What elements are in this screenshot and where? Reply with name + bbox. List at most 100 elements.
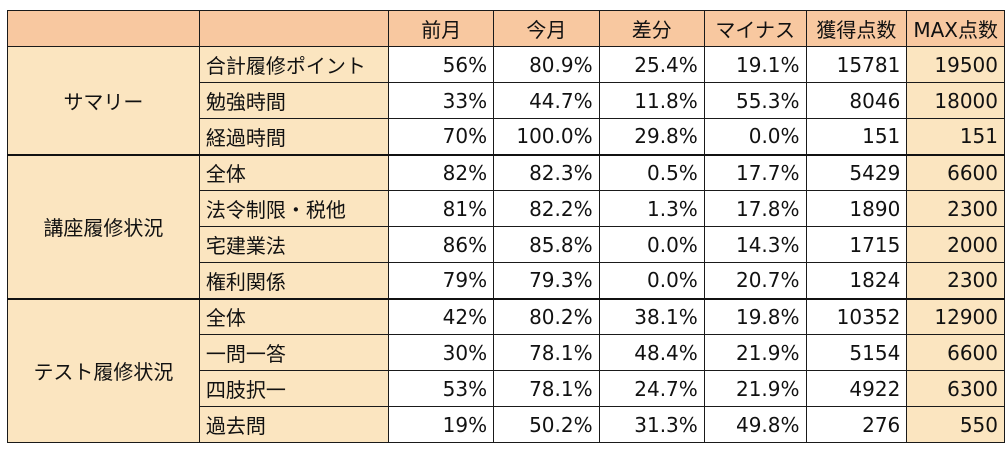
header-cell-earned: 獲得点数 (805, 10, 908, 47)
row-label: 法令制限・税他 (198, 190, 390, 227)
table-row: 過去問 19% 50.2% 31.3% 49.8% 276 550 (8, 406, 1005, 443)
cell-minus: 17.7% (703, 153, 807, 191)
cell-prev: 33% (388, 82, 495, 119)
cell-max: 6300 (906, 370, 1005, 407)
cell-earned: 10352 (805, 297, 908, 335)
cell-minus: 17.8% (703, 190, 807, 227)
table-row: 権利関係 79% 79.3% 0.0% 20.7% 1824 2300 (8, 262, 1005, 299)
header-cell-item (198, 10, 390, 47)
cell-curr: 78.1% (493, 370, 600, 407)
cell-diff: 24.7% (598, 370, 705, 407)
row-label: 四肢択一 (198, 370, 390, 407)
cell-diff: 25.4% (598, 46, 705, 83)
table-row: 経過時間 70% 100.0% 29.8% 0.0% 151 151 (8, 118, 1005, 155)
cell-max: 6600 (906, 153, 1005, 191)
header-cell-prev: 前月 (388, 10, 495, 47)
table-row: 勉強時間 33% 44.7% 11.8% 55.3% 8046 18000 (8, 82, 1005, 119)
cell-diff: 1.3% (598, 190, 705, 227)
cell-diff: 31.3% (598, 406, 705, 443)
cell-minus: 14.3% (703, 226, 807, 263)
cell-diff: 0.0% (598, 226, 705, 263)
header-cell-group (7, 10, 200, 47)
cell-prev: 30% (388, 334, 495, 371)
row-label: 権利関係 (198, 262, 390, 299)
cell-earned: 5154 (805, 334, 908, 371)
cell-prev: 82% (388, 153, 495, 191)
table-row: テスト履修状況 全体 42% 80.2% 38.1% 19.8% 10352 1… (7, 297, 1005, 443)
cell-earned: 5429 (805, 153, 908, 191)
cell-prev: 53% (388, 370, 495, 407)
cell-diff: 0.0% (598, 262, 705, 299)
cell-max: 2300 (906, 262, 1005, 299)
group-label-course: 講座履修状況 (7, 153, 200, 299)
cell-diff: 29.8% (598, 118, 705, 155)
row-label: 全体 (198, 297, 390, 335)
row-label: 過去問 (198, 406, 390, 443)
cell-curr: 82.2% (493, 190, 600, 227)
cell-max: 6600 (906, 334, 1005, 371)
progress-table: 前月 今月 差分 マイナス 獲得点数 MAX点数 サマリー 合計履修ポイント 5… (7, 10, 1005, 443)
cell-minus: 21.9% (703, 334, 807, 371)
cell-earned: 1824 (805, 262, 908, 299)
cell-minus: 20.7% (703, 262, 807, 299)
table-body: サマリー 合計履修ポイント 56% 80.9% 25.4% 19.1% 1578… (7, 46, 1005, 443)
cell-earned: 276 (805, 406, 908, 443)
row-label: 全体 (198, 153, 390, 191)
cell-max: 19500 (906, 46, 1005, 83)
cell-curr: 82.3% (493, 153, 600, 191)
cell-max: 18000 (906, 82, 1005, 119)
cell-max: 2300 (906, 190, 1005, 227)
cell-prev: 79% (388, 262, 495, 299)
cell-diff: 0.5% (598, 153, 705, 191)
cell-curr: 80.2% (493, 297, 600, 335)
table-row: サマリー 合計履修ポイント 56% 80.9% 25.4% 19.1% 1578… (7, 46, 1005, 155)
cell-prev: 42% (388, 297, 495, 335)
cell-minus: 0.0% (703, 118, 807, 155)
cell-max: 550 (906, 406, 1005, 443)
cell-prev: 70% (388, 118, 495, 155)
cell-earned: 1715 (805, 226, 908, 263)
header-cell-curr: 今月 (493, 10, 600, 47)
group-label-test: テスト履修状況 (7, 297, 200, 443)
cell-minus: 19.8% (703, 297, 807, 335)
header-cell-diff: 差分 (598, 10, 705, 47)
cell-earned-highlight: 8046 (805, 82, 908, 119)
cell-curr: 80.9% (493, 46, 600, 83)
cell-curr: 100.0% (493, 118, 600, 155)
cell-prev: 81% (388, 190, 495, 227)
cell-diff: 11.8% (598, 82, 705, 119)
header-cell-minus: マイナス (703, 10, 807, 47)
cell-earned: 15781 (805, 46, 908, 83)
cell-diff: 48.4% (598, 334, 705, 371)
cell-curr: 50.2% (493, 406, 600, 443)
cell-minus: 21.9% (703, 370, 807, 407)
cell-earned: 4922 (805, 370, 908, 407)
table-header: 前月 今月 差分 マイナス 獲得点数 MAX点数 (7, 10, 1005, 47)
row-label: 経過時間 (198, 118, 390, 155)
cell-minus: 55.3% (703, 82, 807, 119)
row-label: 勉強時間 (198, 82, 390, 119)
cell-minus: 19.1% (703, 46, 807, 83)
row-label: 合計履修ポイント (198, 46, 390, 83)
cell-prev: 86% (388, 226, 495, 263)
group-label-summary: サマリー (7, 46, 200, 155)
row-label: 宅建業法 (198, 226, 390, 263)
cell-diff: 38.1% (598, 297, 705, 335)
cell-curr: 78.1% (493, 334, 600, 371)
header-cell-max: MAX点数 (906, 10, 1005, 47)
header-row: 前月 今月 差分 マイナス 獲得点数 MAX点数 (7, 10, 1005, 47)
row-label: 一問一答 (198, 334, 390, 371)
table-row: 宅建業法 86% 85.8% 0.0% 14.3% 1715 2000 (8, 226, 1005, 263)
cell-max: 2000 (906, 226, 1005, 263)
cell-curr: 85.8% (493, 226, 600, 263)
cell-earned: 151 (805, 118, 908, 155)
cell-minus: 49.8% (703, 406, 807, 443)
cell-max: 12900 (906, 297, 1005, 335)
cell-curr: 79.3% (493, 262, 600, 299)
table-row: 講座履修状況 全体 82% 82.3% 0.5% 17.7% 5429 6600 (7, 153, 1005, 299)
cell-prev: 19% (388, 406, 495, 443)
cell-curr: 44.7% (493, 82, 600, 119)
cell-prev: 56% (388, 46, 495, 83)
cell-max: 151 (906, 118, 1005, 155)
table-row: 四肢択一 53% 78.1% 24.7% 21.9% 4922 6300 (8, 370, 1005, 407)
